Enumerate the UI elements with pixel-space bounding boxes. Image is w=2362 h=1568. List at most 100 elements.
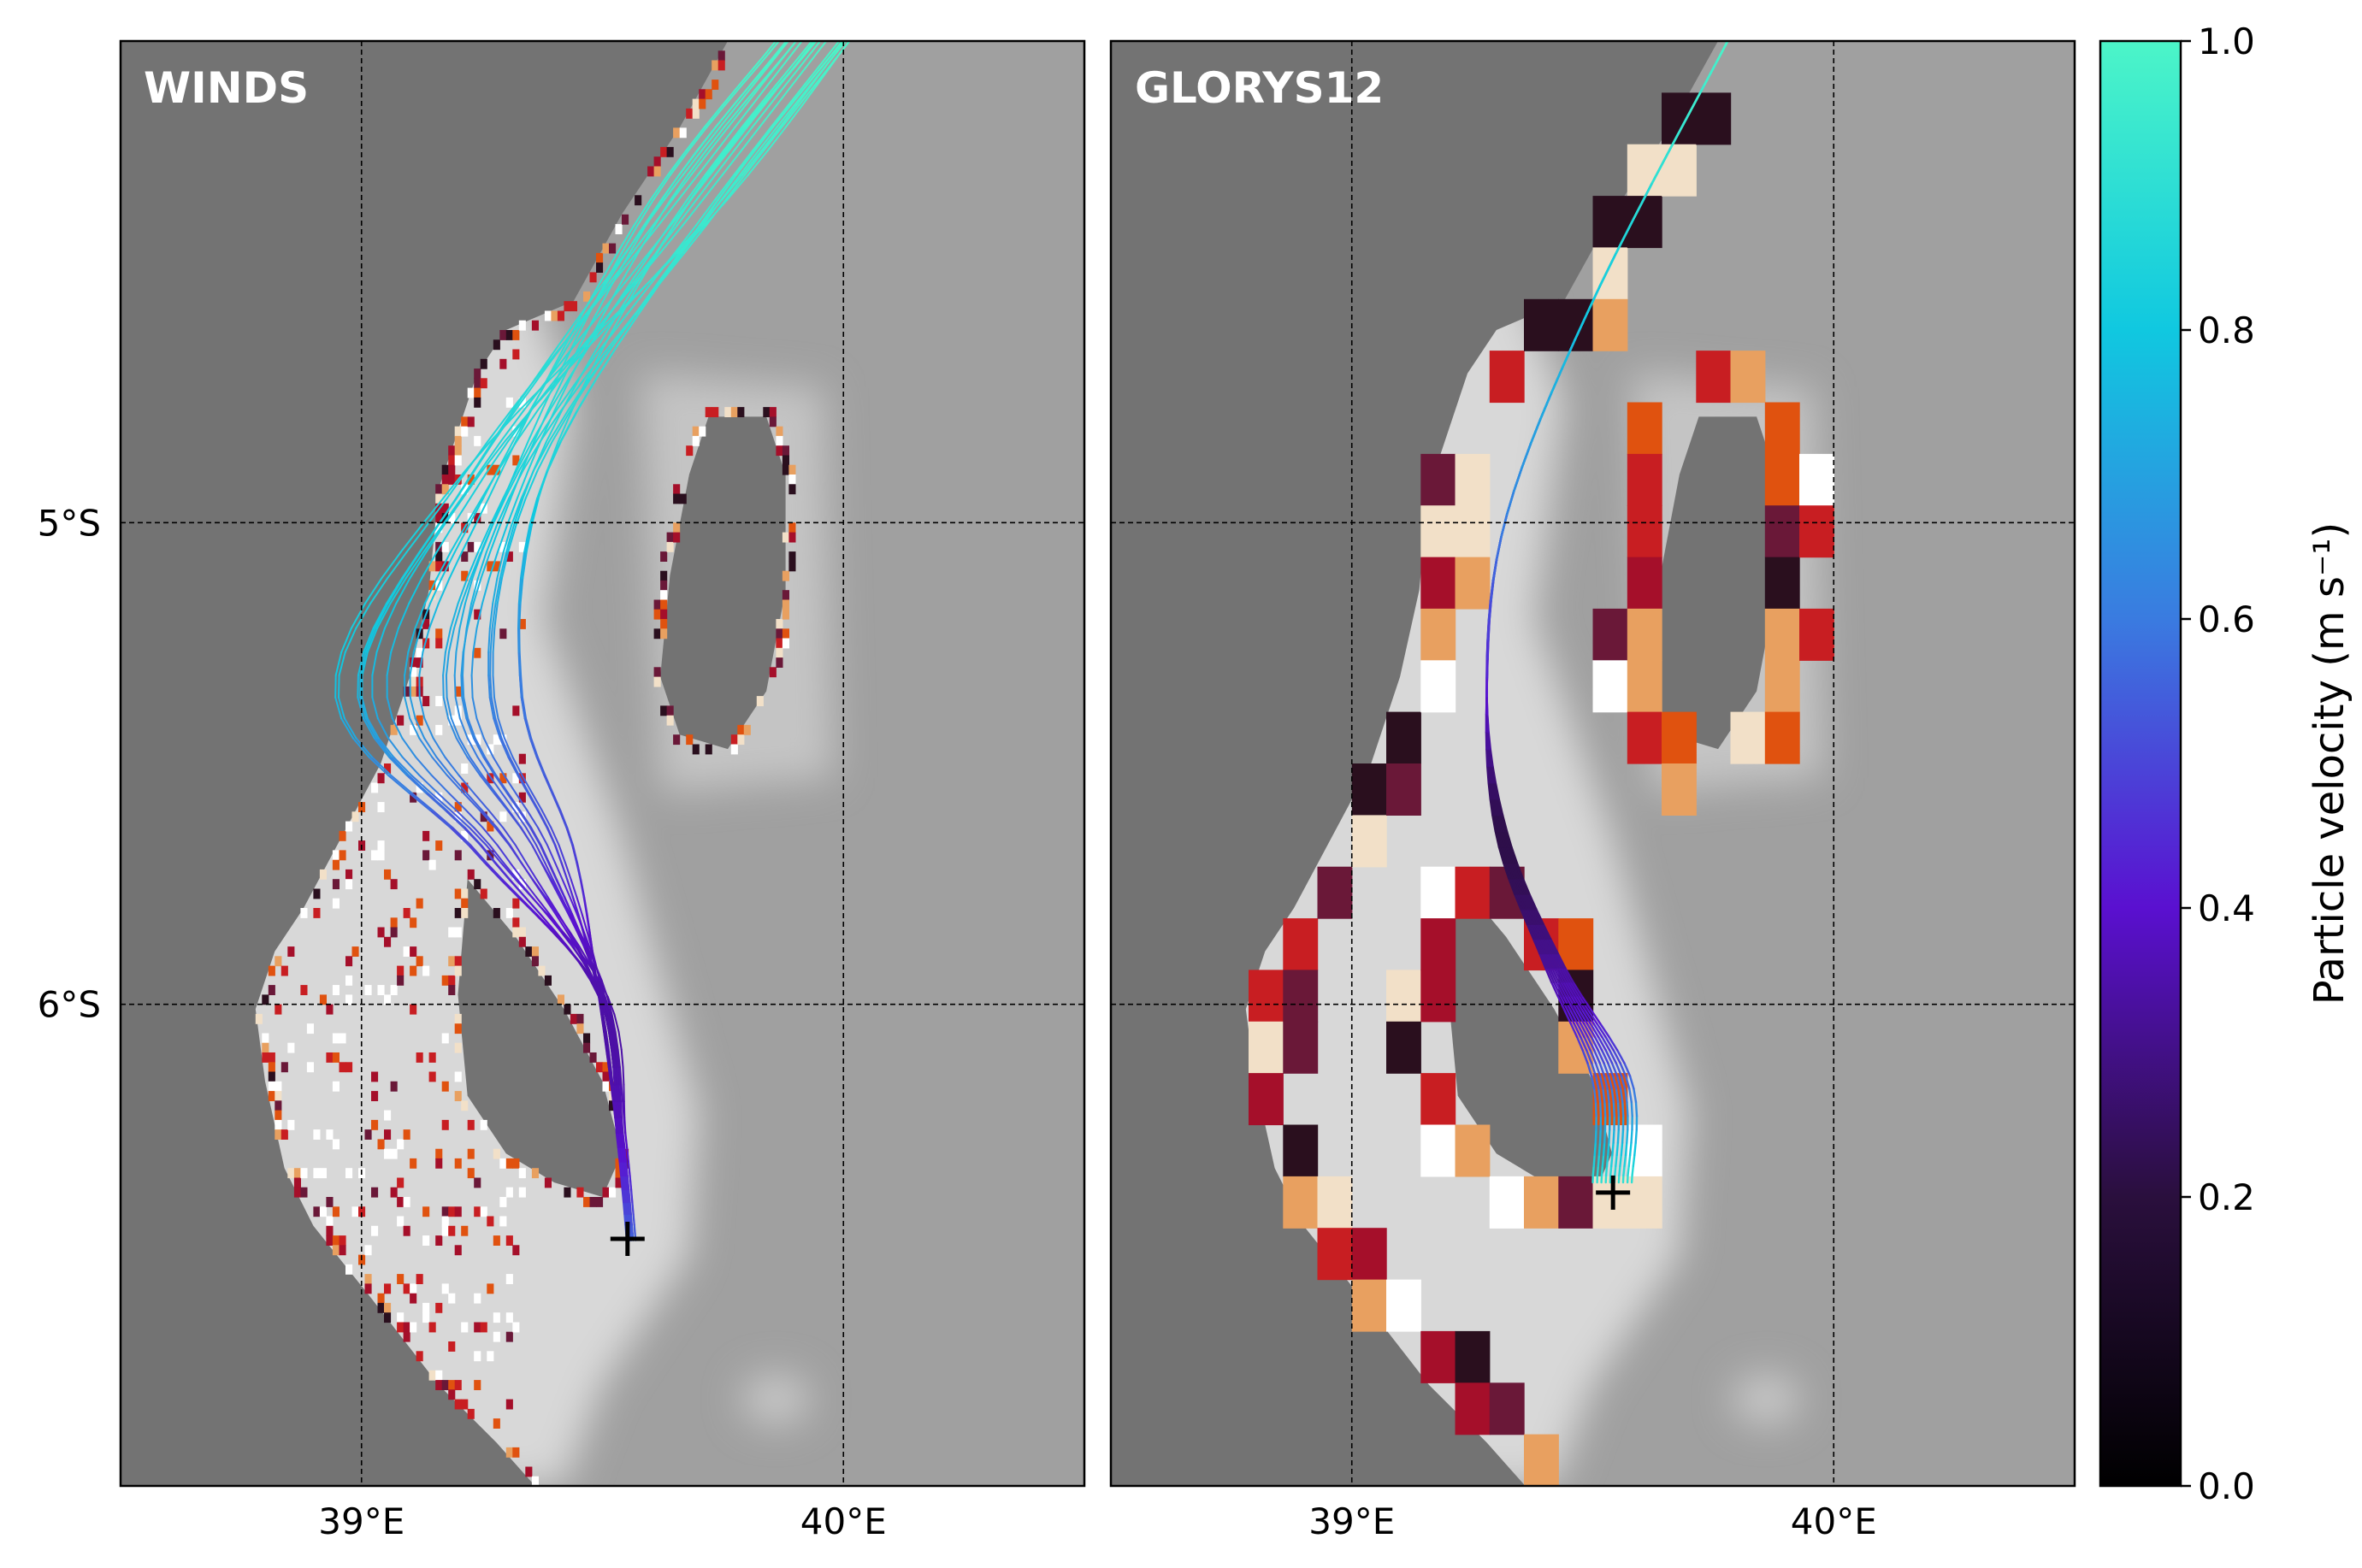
reef-cell: [390, 985, 398, 995]
trajectory-segment: [1563, 966, 1574, 983]
reef-cell: [474, 387, 481, 398]
trajectory-segment: [776, 41, 788, 54]
trajectory-segment: [760, 67, 777, 86]
reef-cell: [589, 1197, 597, 1207]
trajectory-segment: [1555, 981, 1565, 998]
trajectory-segment: [1592, 1153, 1596, 1168]
trajectory-segment: [560, 896, 570, 915]
trajectory-segment: [493, 717, 501, 740]
trajectory-segment: [1500, 846, 1508, 864]
trajectory-segment: [1505, 829, 1513, 848]
trajectory-segment: [517, 577, 522, 605]
reef-cell: [788, 475, 796, 485]
trajectory-segment: [455, 809, 475, 829]
reef-cell: [1420, 505, 1456, 558]
trajectory-segment: [576, 896, 583, 915]
reef-cell: [692, 98, 700, 109]
trajectory-segment: [791, 67, 806, 86]
trajectory-segment: [784, 67, 800, 86]
trajectory-segment: [458, 774, 475, 794]
reef-cell: [666, 705, 674, 716]
trajectory-segment: [626, 282, 653, 315]
reef-cell: [512, 1322, 520, 1333]
reef-cell: [448, 513, 456, 523]
trajectory-segment: [515, 440, 529, 472]
trajectory-segment: [374, 603, 389, 629]
trajectory-segment: [1611, 1141, 1615, 1157]
reef-cell: [499, 1197, 507, 1207]
reef-cell: [377, 850, 385, 861]
trajectory-segment: [1599, 251, 1618, 286]
trajectory-segment: [753, 126, 774, 152]
trajectory-segment: [753, 51, 768, 69]
reef-cell: [441, 1206, 449, 1217]
trajectory-segment: [355, 737, 373, 758]
trajectory-segment: [738, 67, 755, 86]
trajectory-segment: [741, 150, 763, 176]
trajectory-segment: [1576, 1022, 1585, 1038]
trajectory-segment: [502, 879, 521, 899]
trajectory-segment: [594, 963, 601, 981]
reef-cell: [493, 1312, 500, 1323]
trajectory-segment: [1515, 877, 1524, 895]
trajectory-segment: [410, 792, 434, 811]
reef-cell: [1283, 1124, 1319, 1177]
reef-cell: [609, 1187, 617, 1198]
trajectory-segment: [557, 410, 573, 443]
trajectory-segment: [448, 551, 464, 580]
trajectory-segment: [609, 1030, 614, 1051]
trajectory-segment: [1585, 1048, 1593, 1064]
trajectory-segment: [777, 67, 794, 86]
reef-cell: [268, 1062, 275, 1073]
reef-cell: [293, 1187, 301, 1198]
trajectory-segment: [817, 51, 831, 69]
reef-cell: [300, 1168, 308, 1179]
reef-cell: [1730, 711, 1766, 764]
reef-cell: [512, 773, 520, 784]
trajectory-segment: [407, 774, 428, 794]
trajectory-segment: [418, 737, 434, 758]
trajectory-segment: [1525, 907, 1534, 926]
reef-cell: [737, 724, 745, 735]
trajectory-segment: [608, 282, 636, 315]
trajectory-segment: [682, 198, 704, 227]
trajectory-segment: [1497, 814, 1504, 833]
reef-cell: [300, 985, 308, 995]
reef-cell: [1627, 557, 1662, 610]
trajectory-segment: [1508, 877, 1516, 895]
trajectory-segment: [1485, 695, 1489, 716]
trajectory-segment: [546, 410, 564, 443]
reef-cell: [416, 657, 423, 668]
trajectory-segment: [1487, 599, 1492, 622]
reef-cell: [435, 638, 443, 649]
reef-cell: [712, 60, 719, 71]
trajectory-segment: [1617, 1174, 1621, 1184]
reef-cell: [505, 397, 513, 408]
trajectory-segment: [1586, 1008, 1598, 1025]
trajectory-segment: [1609, 1164, 1613, 1177]
reef-cell: [384, 936, 392, 947]
trajectory-segment: [586, 345, 605, 380]
trajectory-segment: [350, 603, 366, 629]
colorbar-tick-label: 0.0: [2198, 1465, 2255, 1507]
reef-cell: [525, 946, 533, 957]
reef-cell: [474, 879, 481, 890]
trajectory-segment: [1514, 877, 1522, 895]
reef-cell: [332, 859, 340, 870]
reef-cell: [512, 1158, 520, 1169]
trajectory-segment: [700, 126, 721, 152]
reef-cell: [788, 561, 796, 572]
trajectory-segment: [1592, 1088, 1597, 1104]
trajectory-segment: [431, 809, 454, 829]
trajectory-segment: [1630, 1100, 1633, 1117]
trajectory-segment: [806, 67, 822, 86]
trajectory-segment: [408, 792, 431, 811]
reef-cell: [384, 763, 392, 774]
reef-cell: [531, 956, 539, 967]
trajectory-segment: [572, 946, 585, 965]
trajectory-segment: [516, 440, 534, 472]
trajectory-segment: [650, 252, 676, 285]
reef-cell: [1249, 970, 1284, 1023]
trajectory-segment: [598, 996, 603, 1016]
trajectory-segment: [505, 497, 518, 527]
